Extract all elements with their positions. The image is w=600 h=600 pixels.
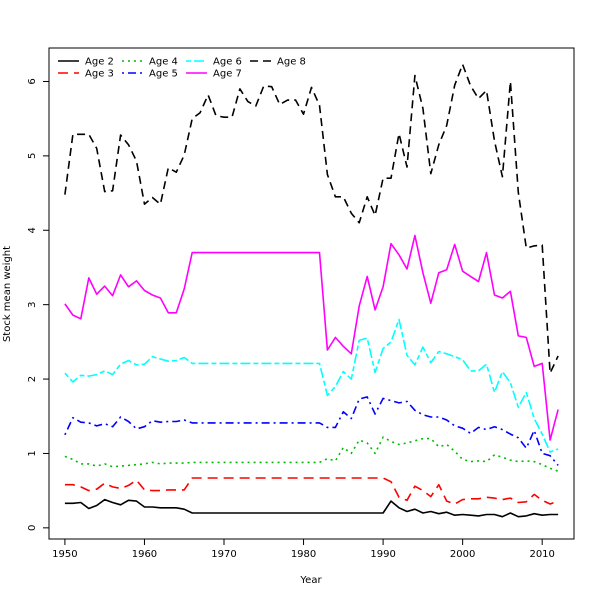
series-line-age-2 bbox=[64, 498, 559, 518]
x-tick-label: 1980 bbox=[291, 549, 316, 560]
plot-area bbox=[48, 47, 575, 540]
y-tick-label: 5 bbox=[27, 153, 38, 159]
legend-label: Age 8 bbox=[277, 57, 306, 68]
x-tick-label: 2010 bbox=[529, 549, 554, 560]
series-line-age-6 bbox=[64, 318, 559, 453]
x-tick-label: 1970 bbox=[211, 549, 236, 560]
legend-label: Age 4 bbox=[149, 57, 178, 68]
y-tick-label: 4 bbox=[27, 227, 38, 233]
y-tick-label: 2 bbox=[27, 376, 38, 382]
y-axis: 0 1 2 3 4 5 6 bbox=[27, 78, 50, 531]
series-line-age-5 bbox=[64, 396, 559, 466]
y-tick-label: 1 bbox=[27, 450, 38, 456]
plot-frame bbox=[48, 47, 575, 540]
x-tick-label: 2000 bbox=[450, 549, 475, 560]
y-tick-label: 6 bbox=[27, 78, 38, 84]
x-tick-label: 1960 bbox=[132, 549, 157, 560]
y-axis-label: Stock mean weight bbox=[2, 246, 13, 342]
x-tick-label: 1950 bbox=[52, 549, 77, 560]
legend-label: Age 6 bbox=[213, 57, 242, 68]
legend-label: Age 7 bbox=[213, 69, 242, 80]
series-line-age-3 bbox=[64, 477, 559, 505]
legend-label: Age 3 bbox=[85, 69, 114, 80]
x-axis-label: Year bbox=[299, 575, 322, 586]
legend-label: Age 5 bbox=[149, 69, 178, 80]
series-line-age-8 bbox=[64, 63, 559, 374]
legend-label: Age 2 bbox=[85, 57, 114, 68]
x-tick-label: 1990 bbox=[370, 549, 395, 560]
y-tick-label: 0 bbox=[27, 525, 38, 531]
series-line-age-7 bbox=[64, 234, 559, 441]
series-line-age-4 bbox=[64, 436, 559, 473]
x-axis: 1950 1960 1970 1980 1990 2000 2010 bbox=[52, 538, 555, 560]
y-tick-label: 3 bbox=[27, 301, 38, 307]
